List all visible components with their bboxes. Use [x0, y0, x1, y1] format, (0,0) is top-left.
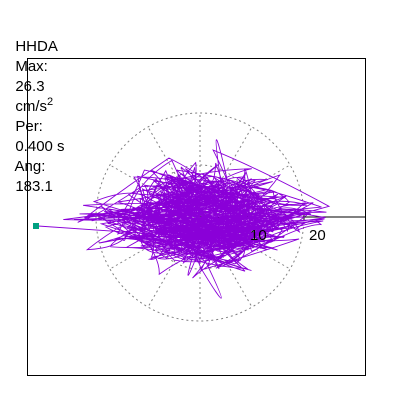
grid-spoke	[147, 216, 201, 308]
max-unit-exponent: 2	[47, 96, 54, 108]
angle-value: 183.1	[15, 178, 53, 195]
tick-label-10: 10	[250, 227, 267, 244]
max-value: 26.3	[15, 78, 45, 95]
plot-header: HHDA Max: 26.3 cm/s2 Per: 0.400 s Ang: 1…	[7, 17, 65, 197]
motion-trace	[37, 139, 331, 299]
origin-marker	[33, 223, 39, 229]
max-unit: cm/s	[15, 98, 48, 115]
grid-spoke	[199, 126, 253, 218]
tick-label-20: 20	[309, 227, 326, 244]
motion-trace-line	[37, 139, 331, 299]
max-label: Max:	[15, 58, 48, 75]
station-code: HHDA	[15, 38, 58, 55]
period-value: 0.400 s	[15, 138, 65, 155]
grid-spoke	[147, 126, 201, 218]
angle-label: Ang:	[14, 158, 46, 175]
period-label: Per:	[15, 118, 43, 135]
